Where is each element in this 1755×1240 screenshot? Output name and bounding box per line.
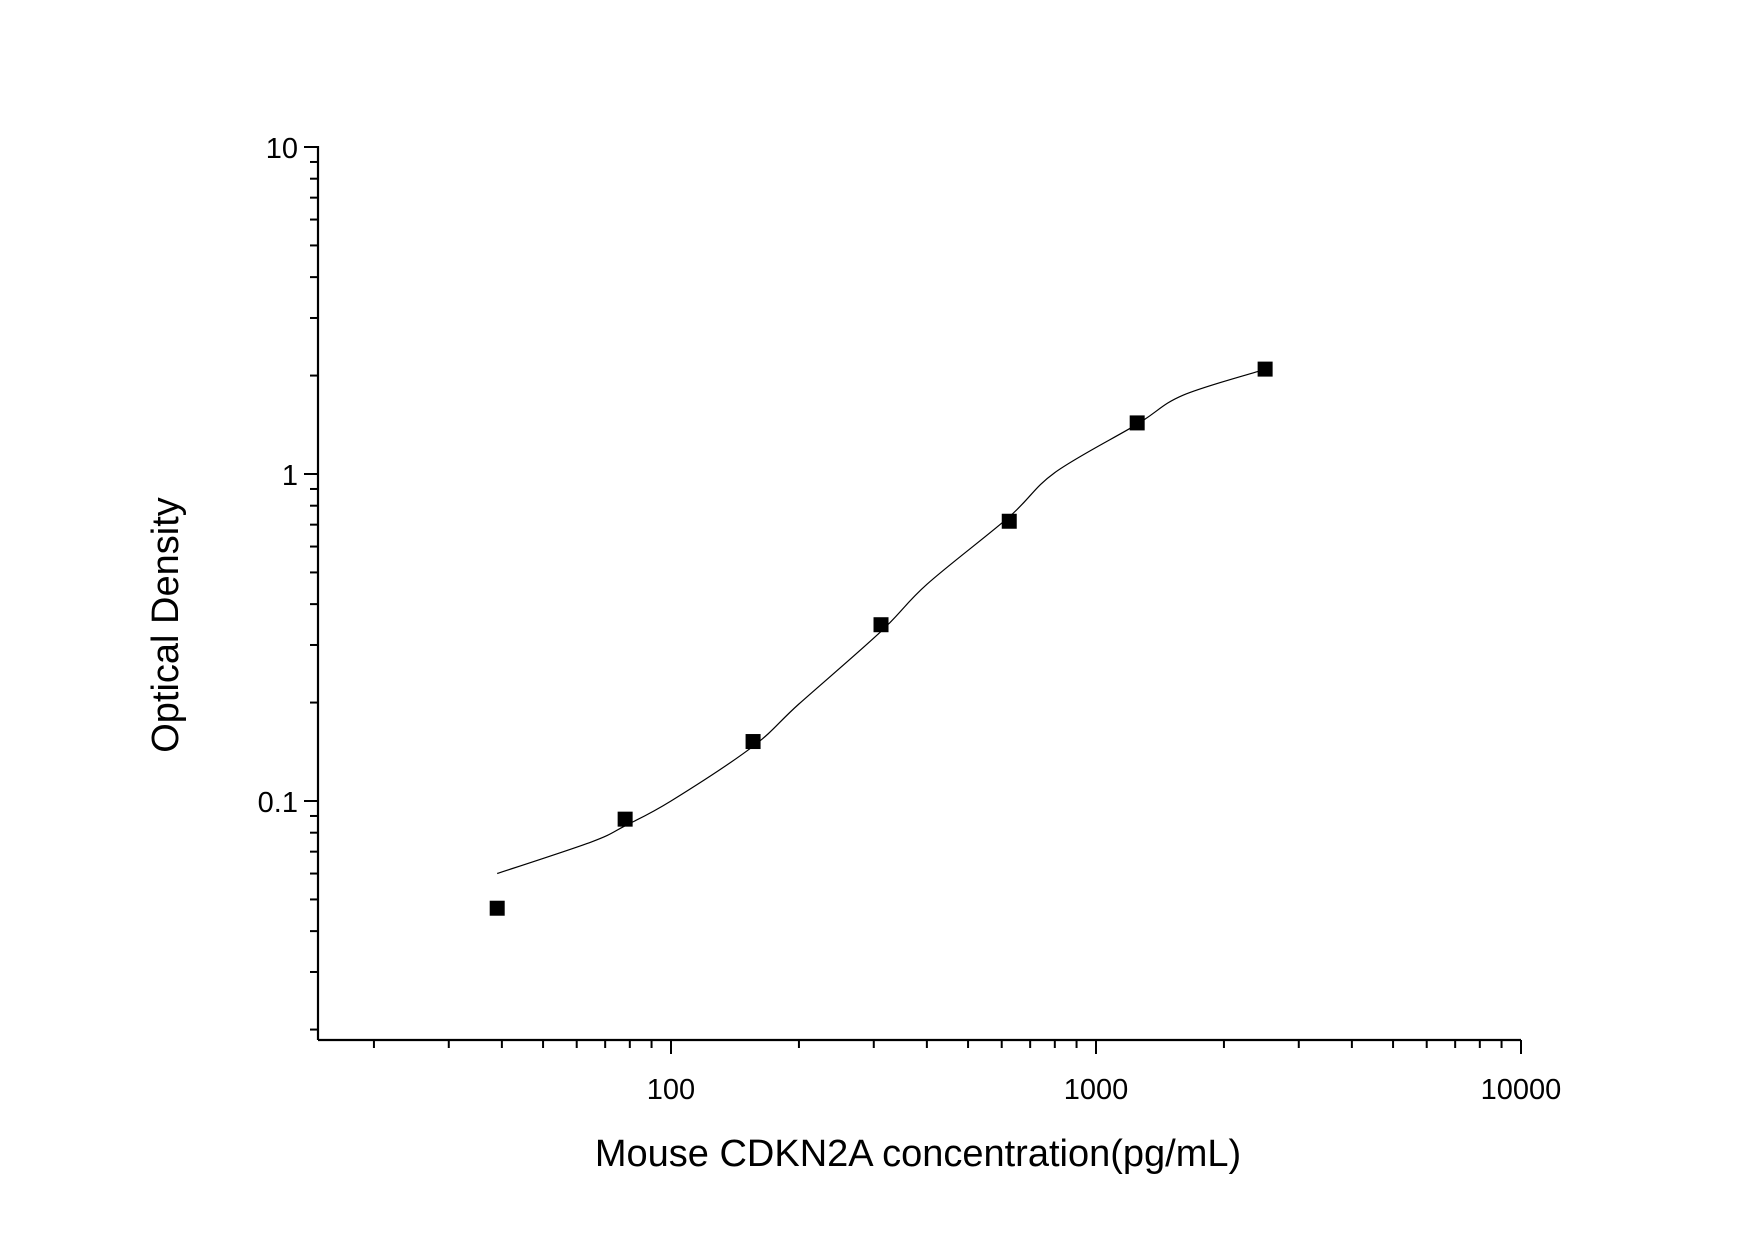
y-tick-label-0.1: 0.1	[258, 787, 298, 819]
y-axis-title: Optical Density	[145, 497, 187, 753]
data-point	[1257, 361, 1273, 377]
tick-labels: 0.1 1 10 100 1000 10000	[258, 133, 1562, 1106]
ticks	[304, 146, 1522, 1054]
data-point	[745, 734, 761, 750]
data-points	[489, 361, 1273, 916]
x-tick-label-1000: 1000	[1064, 1074, 1129, 1106]
y-tick-label-1: 1	[282, 460, 298, 492]
axes	[316, 146, 1521, 1042]
x-axis-title: Mouse CDKN2A concentration(pg/mL)	[595, 1133, 1241, 1175]
x-tick-label-10000: 10000	[1481, 1074, 1562, 1106]
y-tick-label-10: 10	[266, 133, 298, 165]
data-point	[489, 900, 505, 916]
x-tick-label-100: 100	[647, 1074, 695, 1106]
data-point	[617, 811, 633, 827]
data-point	[1129, 415, 1145, 431]
data-point	[873, 617, 889, 633]
data-point	[1001, 513, 1017, 529]
